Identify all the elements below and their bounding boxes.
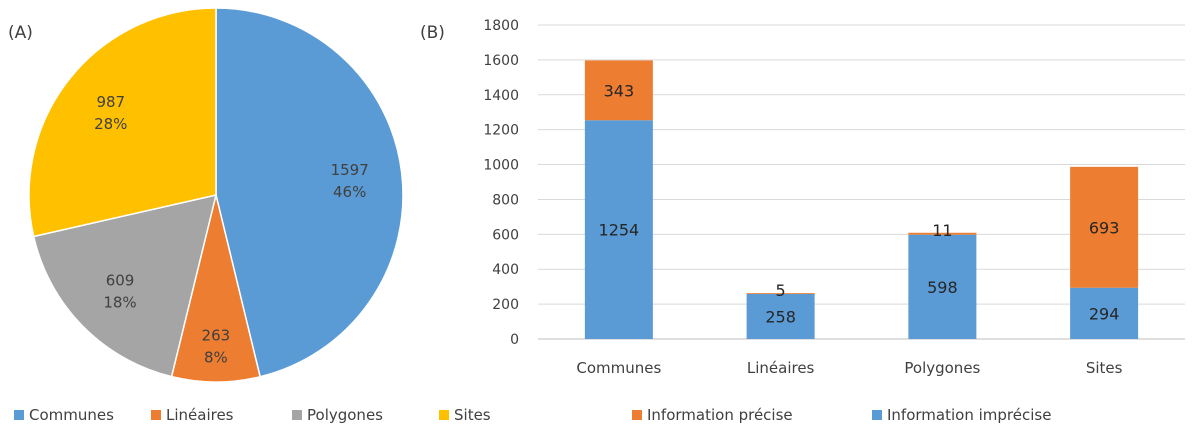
y-tick-label: 200 (492, 297, 519, 313)
y-tick-label: 1600 (483, 53, 519, 69)
bar-value-label-lineaires-information-imprecise: 258 (765, 307, 796, 326)
bar-sites-information-precise (1070, 166, 1139, 288)
stacked-bar-chart: 0 200 400 600 800 1000 1200 1400 1600 1800 1254 343… (483, 18, 1185, 377)
legend-swatch-communes (14, 410, 24, 420)
legend-swatch-lineaires (151, 410, 161, 420)
pie-value-label-communes: 1597 (331, 161, 369, 179)
panel-a-label: (A) (8, 23, 33, 43)
legend-swatch-information-precise (632, 410, 642, 420)
bar-value-label-sites-information-precise: 693 (1089, 218, 1120, 237)
pie-slice-communes (215, 7, 404, 378)
pie-chart: 1597 46% 263 8% 609 18% 987 28% (28, 7, 404, 383)
y-tick-label: 800 (492, 192, 519, 208)
bar-value-label-communes-information-precise: 343 (604, 81, 635, 100)
panel-b-label: (B) (420, 23, 445, 43)
bar-communes-information-precise (584, 60, 653, 121)
legend-label-information-imprecise: Information imprécise (887, 406, 1051, 424)
pie-slice-sites (28, 7, 217, 238)
x-category-label-sites: Sites (1086, 359, 1123, 377)
y-tick-label: 1200 (483, 123, 519, 139)
pie-slice-polygones (32, 193, 218, 378)
pie-value-label-polygones: 609 (106, 271, 135, 289)
pie-percent-label-communes: 46% (333, 183, 366, 201)
y-tick-label: 0 (510, 332, 519, 348)
legend-label-polygones: Polygones (307, 406, 383, 424)
pie-value-label-lineaires: 263 (202, 327, 231, 345)
legend-label-communes: Communes (29, 406, 114, 424)
bar-lineaires-information-precise (746, 293, 815, 294)
legend-label-sites: Sites (454, 406, 491, 424)
x-category-label-polygones: Polygones (904, 359, 980, 377)
x-category-label-lineaires: Linéaires (747, 359, 815, 377)
pie-percent-label-polygones: 18% (103, 293, 136, 311)
y-tick-label: 400 (492, 262, 519, 278)
y-tick-label: 1800 (483, 18, 519, 34)
legend-swatch-information-imprecise (872, 410, 882, 420)
pie-percent-label-lineaires: 8% (204, 349, 228, 367)
x-category-label-communes: Communes (576, 359, 661, 377)
y-tick-label: 1400 (483, 88, 519, 104)
bar-value-label-lineaires-information-precise: 5 (776, 281, 786, 300)
legend-swatch-sites (439, 410, 449, 420)
bar-value-label-sites-information-imprecise: 294 (1089, 304, 1120, 323)
bar-sites-information-imprecise (1070, 287, 1139, 339)
pie-value-label-sites: 987 (96, 93, 125, 111)
bar-communes-information-imprecise (584, 120, 653, 339)
bar-polygones-information-imprecise (908, 234, 977, 339)
bar-value-label-communes-information-imprecise: 1254 (599, 221, 640, 240)
bar-legend: Information précise Information imprécise (632, 406, 1051, 424)
y-tick-label: 600 (492, 227, 519, 243)
legend-label-information-precise: Information précise (647, 406, 793, 424)
pie-legend: Communes Linéaires Polygones Sites (14, 406, 491, 424)
bar-value-label-polygones-information-imprecise: 598 (927, 278, 958, 297)
pie-percent-label-sites: 28% (94, 115, 127, 133)
legend-label-lineaires: Linéaires (166, 406, 234, 424)
bar-lineaires-information-imprecise (746, 293, 815, 339)
bar-polygones-information-precise (908, 232, 977, 235)
legend-swatch-polygones (292, 410, 302, 420)
y-tick-label: 1000 (483, 158, 519, 174)
bar-value-label-polygones-information-precise: 11 (932, 221, 952, 240)
